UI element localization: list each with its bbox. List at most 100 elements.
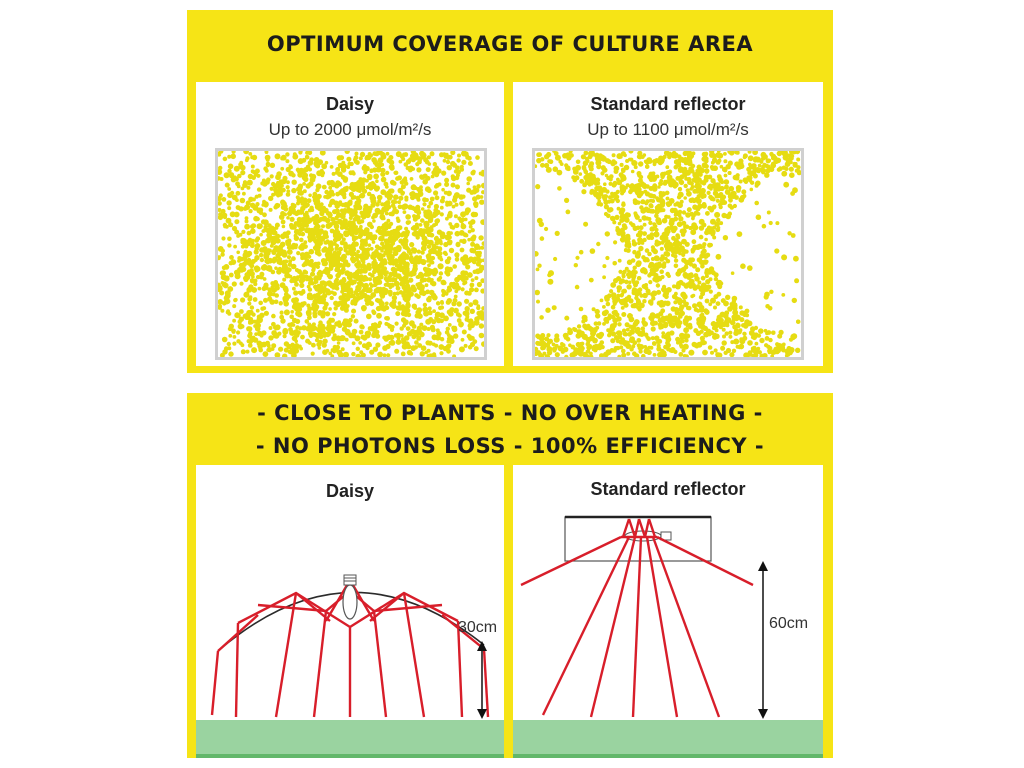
reflector-light-dot bbox=[656, 289, 662, 295]
reflector-light-dot bbox=[659, 202, 665, 208]
reflector-light-dot bbox=[749, 187, 754, 192]
reflector-light-dot bbox=[632, 198, 638, 203]
reflector-light-dot bbox=[792, 150, 797, 155]
daisy-light-dot bbox=[481, 190, 486, 195]
daisy-light-dot bbox=[464, 306, 470, 312]
reflector-light-dot bbox=[747, 350, 753, 355]
reflector-light-dot bbox=[723, 152, 727, 156]
reflector-light-dot bbox=[747, 155, 754, 162]
daisy-light-dot bbox=[265, 162, 271, 168]
reflector-light-dot bbox=[688, 226, 693, 230]
reflector-light-dot bbox=[683, 320, 689, 326]
reflector-light-dot bbox=[690, 249, 695, 254]
reflector-light-dot bbox=[713, 305, 717, 310]
reflector-light-dot bbox=[585, 159, 590, 163]
daisy-light-dot bbox=[236, 184, 241, 189]
daisy-light-dot bbox=[473, 201, 479, 207]
reflector-light-dot bbox=[647, 299, 654, 305]
reflector-light-dot bbox=[586, 346, 591, 351]
reflector-light-dot bbox=[581, 319, 586, 324]
reflector-light-dot bbox=[556, 169, 563, 176]
daisy-light-dot bbox=[427, 162, 432, 166]
daisy-light-dot bbox=[400, 184, 406, 190]
daisy-light-dot bbox=[282, 327, 289, 334]
reflector-light-dot bbox=[677, 241, 683, 247]
daisy-light-dot bbox=[386, 353, 391, 358]
reflector-light-dot bbox=[689, 181, 694, 186]
reflector-light-dot bbox=[629, 273, 634, 278]
daisy-light-dot bbox=[455, 184, 460, 190]
reflector-light-dot bbox=[642, 222, 647, 227]
daisy-light-dot bbox=[460, 223, 467, 230]
daisy-light-dot bbox=[409, 351, 414, 356]
daisy-light-dot bbox=[476, 305, 481, 311]
reflector-light-dot bbox=[616, 285, 622, 291]
daisy-light-dot bbox=[423, 211, 428, 216]
daisy-light-dot bbox=[249, 336, 256, 343]
daisy-light-dot bbox=[411, 286, 417, 293]
daisy-light-dot bbox=[310, 272, 315, 277]
daisy-light-dot bbox=[304, 319, 310, 324]
daisy-light-dot bbox=[296, 168, 303, 174]
reflector-light-dot bbox=[642, 292, 648, 299]
reflector-light-dot bbox=[535, 267, 540, 272]
daisy-light-dot bbox=[294, 282, 299, 287]
reflector-light-dot bbox=[638, 161, 644, 167]
reflector-light-dot bbox=[660, 254, 665, 260]
daisy-light-dot bbox=[389, 257, 395, 263]
daisy-light-dot bbox=[255, 202, 260, 207]
reflector-light-dot bbox=[657, 339, 663, 344]
daisy-light-dot bbox=[438, 305, 443, 311]
daisy-light-dot bbox=[362, 206, 369, 213]
reflector-light-dot bbox=[679, 343, 683, 348]
daisy-light-dot bbox=[248, 295, 253, 300]
daisy-light-dot bbox=[343, 307, 349, 313]
reflector-light-dot bbox=[754, 181, 760, 187]
daisy-light-dot bbox=[359, 324, 365, 330]
daisy-light-dot bbox=[394, 321, 399, 326]
daisy-light-dot bbox=[278, 301, 283, 306]
daisy-light-dot bbox=[368, 343, 372, 347]
daisy-light-dot bbox=[220, 252, 225, 257]
reflector-light-dot bbox=[618, 269, 623, 274]
reflector-light-dot bbox=[628, 280, 632, 285]
daisy-light-dot bbox=[365, 229, 370, 234]
daisy-light-dot bbox=[311, 302, 317, 308]
reflector-light-dot bbox=[705, 259, 709, 264]
daisy-light-dot bbox=[399, 326, 404, 331]
daisy-light-dot bbox=[420, 345, 427, 351]
efficiency-section: - CLOSE TO PLANTS - NO OVER HEATING - - … bbox=[187, 393, 833, 758]
reflector-light-dot bbox=[771, 330, 776, 335]
daisy-light-dot bbox=[372, 258, 377, 263]
reflector-light-dot bbox=[678, 216, 684, 222]
reflector-light-dot bbox=[678, 179, 683, 184]
reflector-light-dot bbox=[712, 165, 718, 171]
reflector-light-dot bbox=[620, 191, 625, 196]
reflector-light-dot bbox=[609, 198, 615, 204]
daisy-light-dot bbox=[250, 228, 256, 234]
daisy-light-dot bbox=[427, 204, 431, 209]
reflector-light-dot bbox=[775, 221, 780, 226]
daisy-light-dot bbox=[428, 353, 433, 358]
reflector-light-dot bbox=[709, 152, 716, 158]
daisy-light-dot bbox=[317, 159, 324, 165]
reflector-light-dot bbox=[701, 315, 707, 321]
reflector-light-dot bbox=[715, 353, 720, 358]
daisy-light-dot bbox=[323, 301, 329, 307]
daisy-light-dot bbox=[393, 194, 399, 200]
daisy-light-dot bbox=[371, 240, 376, 244]
reflector-light-dot bbox=[626, 259, 633, 266]
daisy-light-dot bbox=[337, 181, 343, 187]
daisy-light-dot bbox=[371, 264, 376, 269]
reflector-light-dot bbox=[642, 183, 648, 189]
reflector-light-dot bbox=[646, 157, 653, 163]
daisy-light-dot bbox=[236, 330, 241, 335]
reflector-light-dot bbox=[767, 158, 772, 163]
daisy-light-dot bbox=[238, 162, 244, 168]
daisy-light-dot bbox=[291, 187, 297, 194]
reflector-light-dot bbox=[533, 164, 538, 168]
daisy-light-dot bbox=[220, 208, 226, 214]
reflector-light-dot bbox=[712, 235, 717, 240]
reflector-light-dot bbox=[714, 324, 719, 329]
reflector-light-dot bbox=[707, 185, 712, 190]
